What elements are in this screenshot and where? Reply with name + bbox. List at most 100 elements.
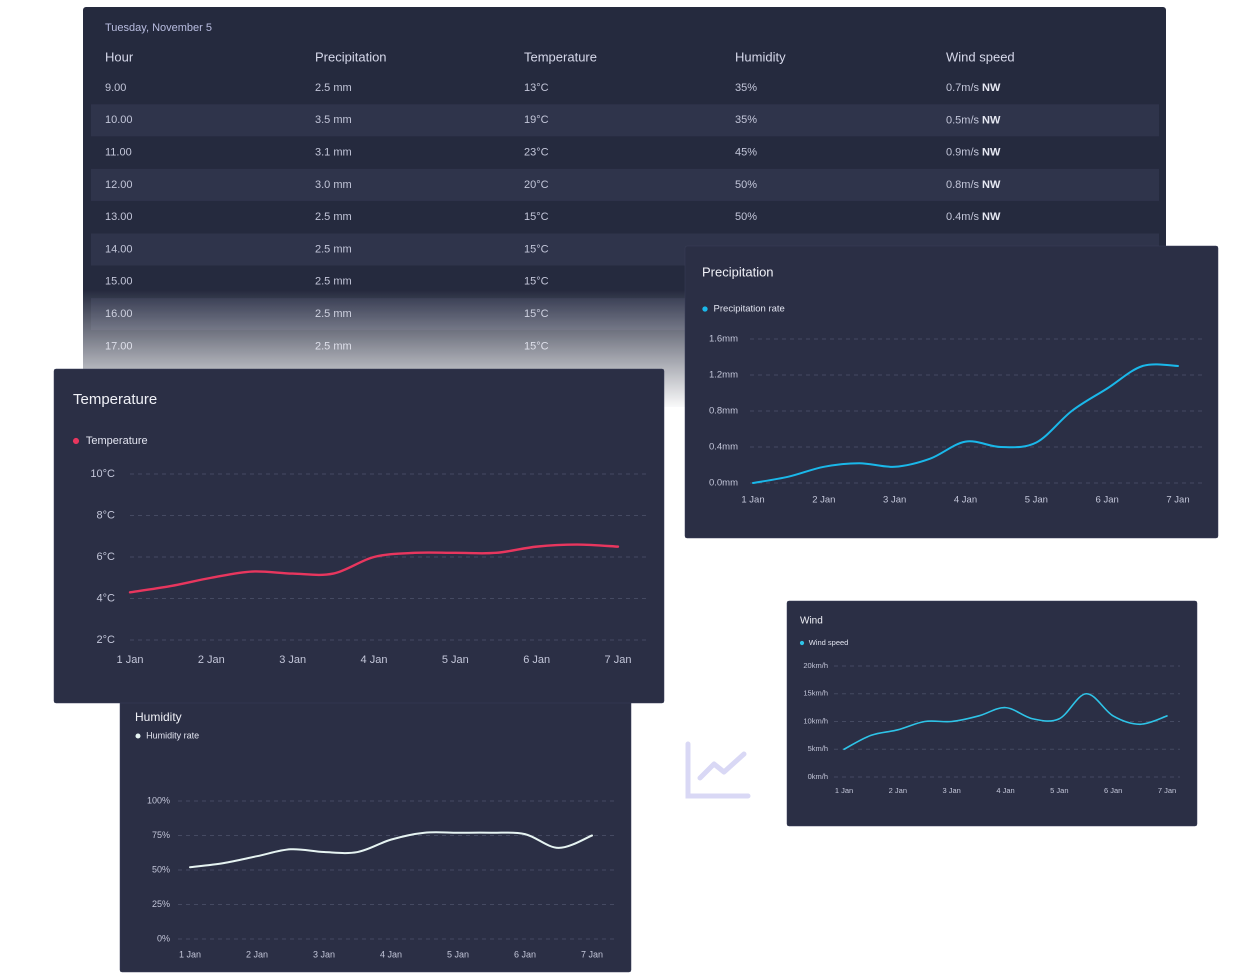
table-cell: 20°C	[524, 179, 549, 191]
table-cell: 3.1 mm	[315, 147, 352, 159]
column-header: Hour	[105, 49, 134, 64]
x-tick-label: 4 Jan	[954, 495, 977, 506]
table-cell: 12.00	[105, 179, 133, 191]
table-cell: 9.00	[105, 82, 126, 94]
line-series	[128, 543, 620, 594]
chart-panel: Wind 0km/h 5km/h 10km/h 15km/h 20km/h 1 Jan 2 J…	[786, 600, 1198, 827]
x-tick-label: 5 Jan	[1025, 495, 1048, 506]
wind-speed: 0.9m/s	[946, 147, 980, 159]
column-header: Precipitation	[315, 49, 387, 64]
chart-panel: Precipitation 0.0mm 0.4mm 0.8mm 1.2mm 1.6mm 1 …	[684, 245, 1219, 539]
y-tick-label: 0.0mm	[709, 478, 738, 489]
legend-dot	[799, 640, 805, 646]
table-cell: 14.00	[105, 243, 133, 255]
row-bg	[91, 168, 1159, 201]
table-cell: 2.5 mm	[315, 276, 352, 288]
x-tick-label: 6 Jan	[523, 654, 550, 666]
wind-direction: NW	[982, 114, 1001, 126]
x-tick-label: 7 Jan	[605, 654, 632, 666]
table-cell: 50%	[735, 211, 757, 223]
y-tick-label: 100%	[147, 795, 170, 805]
x-tick-label: 6 Jan	[514, 949, 536, 959]
x-tick-label: 7 Jan	[1158, 786, 1176, 795]
table-cell: 35%	[735, 114, 757, 126]
table-cell: 11.00	[105, 147, 132, 159]
legend-label: Precipitation rate	[714, 304, 785, 315]
y-tick-label: 5km/h	[808, 744, 828, 753]
table-cell: 3.5 mm	[315, 114, 352, 126]
table-cell: 23°C	[524, 147, 549, 159]
column-header: Temperature	[524, 49, 597, 64]
x-tick-label: 5 Jan	[1050, 786, 1068, 795]
table-cell: 15°C	[524, 243, 549, 255]
y-tick-label: 0km/h	[808, 772, 828, 781]
y-tick-label: 8°C	[97, 509, 116, 521]
x-tick-label: 6 Jan	[1096, 495, 1119, 506]
line-series	[752, 363, 1179, 484]
legend-dot	[72, 437, 80, 445]
wind-speed: 0.4m/s	[946, 211, 980, 223]
x-tick-label: 2 Jan	[198, 654, 225, 666]
chart-title: Temperature	[73, 391, 157, 408]
x-tick-label: 4 Jan	[361, 654, 388, 666]
table-cell: 50%	[735, 179, 757, 191]
legend-label: Humidity rate	[146, 730, 199, 740]
x-tick-label: 3 Jan	[942, 786, 960, 795]
wind-direction: NW	[982, 211, 1001, 223]
chart-panel: Temperature 2°C 4°C 6°C 8°C 10°C 1 Jan 2 Jan 3 J…	[53, 368, 665, 704]
table-cell: 10.00	[105, 114, 133, 126]
wind-direction: NW	[982, 82, 1001, 94]
x-tick-label: 2 Jan	[246, 949, 268, 959]
y-tick-label: 6°C	[97, 551, 116, 563]
x-tick-label: 3 Jan	[883, 495, 906, 506]
wind-speed: 0.8m/s	[946, 179, 980, 191]
panel-bg	[53, 368, 665, 704]
row-bg	[91, 104, 1159, 137]
x-tick-label: 4 Jan	[996, 786, 1014, 795]
y-tick-label: 0%	[157, 933, 170, 943]
legend-dot	[135, 733, 141, 739]
charts: Precipitation 0.0mm 0.4mm 0.8mm 1.2mm 1.6mm 1 …	[53, 245, 1219, 973]
table-cell: 2.5 mm	[315, 82, 352, 94]
wind-speed: 0.5m/s	[946, 114, 980, 126]
x-tick-label: 1 Jan	[117, 654, 144, 666]
y-tick-label: 1.6mm	[709, 334, 738, 345]
table-cell: 0.5m/s NW	[946, 114, 1001, 126]
table-cell: 0.9m/s NW	[946, 147, 1001, 159]
x-tick-label: 3 Jan	[313, 949, 335, 959]
x-tick-label: 4 Jan	[380, 949, 402, 959]
y-tick-label: 10°C	[90, 468, 115, 480]
table-cell: 0.4m/s NW	[946, 211, 1001, 223]
table-cell: 2.5 mm	[315, 211, 352, 223]
table-cell: 19°C	[524, 114, 549, 126]
x-tick-label: 7 Jan	[1166, 495, 1189, 506]
column-header: Wind speed	[946, 49, 1015, 64]
y-tick-label: 25%	[152, 899, 170, 909]
y-tick-label: 2°C	[97, 634, 116, 646]
table-cell: 0.7m/s NW	[946, 82, 1001, 94]
chart-title: Humidity	[135, 710, 182, 724]
y-tick-label: 75%	[152, 830, 170, 840]
panel-bg	[684, 245, 1219, 539]
table-cell: 35%	[735, 82, 757, 94]
table-cell: 13.00	[105, 211, 133, 223]
x-tick-label: 6 Jan	[1104, 786, 1122, 795]
table-cell: 13°C	[524, 82, 549, 94]
table-cell: 15°C	[524, 211, 549, 223]
x-tick-label: 7 Jan	[581, 949, 603, 959]
table-cell: 2.5 mm	[315, 243, 352, 255]
table-cell: 45%	[735, 147, 757, 159]
wind-speed: 0.7m/s	[946, 82, 980, 94]
y-tick-label: 4°C	[97, 592, 116, 604]
x-tick-label: 2 Jan	[889, 786, 907, 795]
chart-panel: Humidity 0% 25% 50% 75% 100% 1 Jan 2 Jan 3 Jan 4 …	[119, 699, 632, 973]
table-title: Tuesday, November 5	[105, 22, 212, 34]
x-tick-label: 2 Jan	[812, 495, 835, 506]
y-tick-label: 1.2mm	[709, 370, 738, 381]
chart-title: Wind	[800, 616, 823, 627]
y-tick-label: 50%	[152, 864, 170, 874]
x-tick-label: 3 Jan	[279, 654, 306, 666]
wind-direction: NW	[982, 179, 1001, 191]
table-cell: 15.00	[105, 276, 133, 288]
